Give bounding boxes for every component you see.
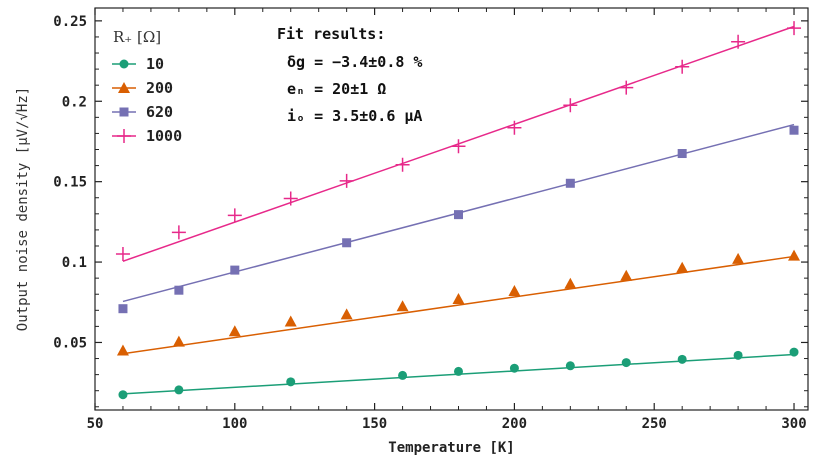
y-tick-label: 0.25: [53, 14, 87, 30]
data-point-10: [174, 385, 184, 395]
data-point-200: [284, 315, 297, 327]
legend: R₊ [Ω] 10 200 620 1000: [112, 28, 182, 145]
data-point-620: [174, 285, 184, 295]
x-tick-label: 50: [87, 416, 104, 432]
fit-result-gain: δg = −3.4±0.8 %: [287, 53, 422, 71]
legend-label: 620: [146, 103, 173, 121]
x-axis-title: Temperature [K]: [388, 440, 514, 456]
fit-results-title: Fit results:: [277, 25, 385, 43]
data-point-1000: [619, 80, 634, 95]
data-point-10: [453, 366, 463, 376]
fit-line-200: [122, 255, 795, 355]
data-point-200: [172, 335, 185, 347]
data-point-200: [564, 277, 577, 289]
x-tick-label: 150: [362, 416, 387, 432]
legend-marker-10: [119, 59, 129, 69]
y-tick-label: 0.15: [53, 175, 87, 191]
data-point-1000: [395, 157, 410, 172]
x-tick-label: 300: [781, 416, 806, 432]
fit-result-voltage-noise: eₙ = 20±1 Ω: [287, 80, 386, 98]
legend-title: R₊ [Ω]: [113, 28, 161, 46]
x-tick-label: 250: [642, 416, 667, 432]
y-tick-label: 0.2: [62, 94, 87, 110]
axis-ticks: 50 100 150 200 250 300 0.05 0.1 0.15 0.2 0.25: [53, 8, 808, 432]
data-point-200: [620, 269, 633, 281]
y-tick-label: 0.05: [53, 335, 87, 351]
data-point-200: [732, 252, 745, 264]
data-point-1000: [563, 98, 578, 113]
x-tick-label: 100: [222, 416, 247, 432]
data-point-10: [677, 354, 687, 364]
data-point-200: [788, 249, 801, 261]
data-point-10: [509, 363, 519, 373]
data-point-10: [565, 361, 575, 371]
data-point-1000: [115, 247, 130, 262]
data-point-620: [118, 304, 128, 314]
legend-label: 1000: [146, 127, 182, 145]
data-point-200: [396, 300, 409, 312]
legend-label: 200: [146, 79, 173, 97]
legend-items: 10 200 620 1000: [112, 55, 182, 145]
data-point-200: [508, 285, 521, 297]
data-point-1000: [507, 120, 522, 135]
data-point-1000: [339, 173, 354, 188]
y-axis-title: Output noise density [μV/√Hz]: [15, 87, 31, 331]
data-markers: [115, 21, 802, 400]
data-point-10: [733, 350, 743, 360]
data-point-620: [453, 210, 463, 220]
data-point-10: [789, 347, 799, 357]
fit-results-box: Fit results: δg = −3.4±0.8 % eₙ = 20±1 Ω…: [277, 25, 422, 125]
data-point-620: [565, 178, 575, 188]
data-point-200: [116, 344, 129, 356]
data-point-200: [228, 325, 241, 337]
x-tick-label: 200: [502, 416, 527, 432]
fit-result-current-noise: iₒ = 3.5±0.6 μA: [287, 107, 422, 125]
data-point-200: [340, 308, 353, 320]
data-point-10: [398, 370, 408, 380]
legend-label: 10: [146, 55, 164, 73]
data-point-200: [452, 293, 465, 305]
legend-marker-1000: [117, 129, 131, 143]
data-point-10: [286, 377, 296, 387]
plot-frame: [94, 7, 809, 411]
data-point-620: [677, 149, 687, 159]
y-tick-label: 0.1: [62, 255, 87, 271]
data-point-10: [621, 358, 631, 368]
data-point-10: [118, 390, 128, 400]
data-point-620: [789, 125, 799, 135]
legend-marker-200: [118, 82, 130, 93]
data-point-200: [676, 261, 689, 273]
legend-marker-620: [119, 107, 129, 117]
data-point-1000: [171, 225, 186, 240]
data-point-1000: [227, 208, 242, 223]
data-point-1000: [787, 21, 802, 36]
data-point-620: [342, 238, 352, 248]
data-point-620: [230, 265, 240, 275]
data-point-1000: [731, 34, 746, 49]
data-point-1000: [283, 191, 298, 206]
data-point-1000: [675, 59, 690, 74]
data-point-1000: [451, 139, 466, 154]
